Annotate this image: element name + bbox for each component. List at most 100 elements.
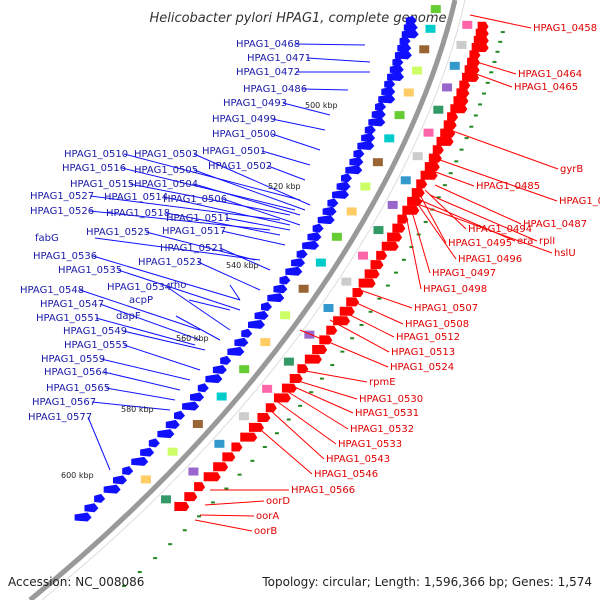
leader-line-plus	[409, 204, 431, 274]
minus-strand-features	[74, 15, 419, 522]
minus-gene-arrow	[241, 328, 253, 338]
minus-gene-arrow	[279, 275, 291, 285]
gene-label-minus: HPAG1_0499	[212, 114, 276, 125]
minus-gene-arrow	[234, 337, 249, 347]
leader-line-minus	[163, 196, 291, 226]
gc-dot	[401, 258, 406, 261]
leader-line-minus	[197, 261, 261, 291]
gene-label-plus: HPAG1_0533	[338, 439, 402, 450]
plus-gene-arrow	[174, 502, 190, 512]
gc-dot	[423, 220, 428, 223]
gene-label-minus: HPAG1_0565	[46, 383, 110, 394]
gene-label-minus: HPAG1_0514	[104, 192, 168, 203]
minus-gene-arrow	[361, 133, 376, 143]
minus-gene-arrow	[364, 125, 376, 135]
plus-strand-features	[174, 21, 489, 512]
gene-label-plus: HPAG1_0546	[314, 469, 378, 480]
leader-line-minus	[219, 247, 271, 271]
leader-line-minus	[222, 198, 301, 226]
minus-gene-arrow	[368, 117, 386, 127]
leader-line-minus	[94, 237, 261, 261]
leader-line-minus	[87, 416, 111, 471]
gene-label-plus: HPAG1_0530	[359, 394, 423, 405]
gene-label-plus: hslU	[554, 248, 576, 259]
leader-line-plus	[404, 209, 422, 290]
gc-dot	[121, 584, 126, 587]
leader-line-plus	[204, 500, 265, 506]
plus-gene-arrow	[440, 128, 456, 138]
map-title: Helicobacter pylori HPAG1, complete geno…	[149, 11, 446, 26]
plus-gene-arrow	[203, 472, 221, 482]
tick-label: 540 kbp	[226, 261, 259, 270]
cog-block	[262, 384, 273, 393]
gc-dot	[153, 557, 158, 560]
gene-label-minus: HPAG1_0526	[30, 206, 94, 217]
minus-gene-arrow	[307, 232, 322, 242]
plus-gene-arrow	[397, 214, 409, 224]
leader-line-plus	[274, 399, 337, 445]
gc-dot	[182, 529, 187, 532]
leader-line-plus	[284, 389, 349, 430]
gene-label-plus: HPAG1_0485	[476, 181, 540, 192]
leader-line-plus	[429, 194, 538, 242]
plus-gene-arrow	[194, 482, 206, 492]
minus-gene-arrow	[332, 189, 350, 199]
plus-gene-arrow	[184, 492, 198, 502]
gene-label-minus: HPAG1_0527	[30, 191, 94, 202]
leader-line-plus	[469, 59, 517, 75]
gene-label-plus: gyrB	[560, 164, 583, 175]
plus-gene-arrow	[304, 354, 322, 364]
gene-label-plus: HPAG1_0524	[390, 362, 454, 373]
leader-line-plus	[294, 379, 358, 400]
leader-line-plus	[449, 129, 559, 170]
leader-line-minus	[165, 212, 281, 236]
minus-gene-arrow	[273, 284, 288, 294]
cog-block	[384, 134, 395, 143]
gene-label-minus: HPAG1_0555	[64, 340, 128, 351]
tick-label: 560 kbp	[176, 334, 209, 343]
leader-line-minus	[103, 371, 181, 391]
leader-line-minus	[129, 183, 291, 216]
gene-label-minus: HPAG1_0551	[36, 313, 100, 324]
gene-label-plus: HPAG1_0496	[458, 254, 522, 265]
leader-line-minus	[99, 303, 201, 341]
gc-content-dots	[121, 31, 505, 587]
plus-gene-arrow	[273, 393, 291, 403]
leader-line-minus	[95, 317, 196, 346]
leader-line-plus	[439, 159, 558, 202]
gene-label-plus: HPAG1_0483	[559, 196, 600, 207]
leader-line-minus	[302, 88, 349, 91]
plus-gene-arrow	[475, 28, 489, 38]
gc-dot	[385, 284, 390, 287]
gc-dot	[350, 337, 355, 340]
plus-gene-arrow	[473, 35, 489, 45]
leader-line-minus	[221, 230, 286, 246]
leader-line-plus	[194, 519, 253, 532]
minus-gene-arrow	[94, 493, 106, 503]
gene-label-minus: HPAG1_0506	[163, 194, 227, 205]
gc-dot	[224, 487, 229, 490]
minus-gene-arrow	[122, 466, 134, 476]
minus-gene-arrow	[381, 86, 396, 96]
plus-gene-arrow	[469, 50, 481, 60]
minus-gene-arrow	[405, 15, 417, 25]
gene-label-minus: HPAG1_0534	[107, 282, 171, 293]
gene-label-minus: HPAG1_0536	[33, 251, 97, 262]
leader-line-minus	[122, 330, 206, 351]
gc-dot	[286, 418, 291, 421]
gene-label-plus: HPAG1_0487	[523, 219, 587, 230]
minus-gene-arrow	[247, 319, 265, 329]
leader-line-minus	[295, 43, 366, 46]
plus-gene-arrow	[456, 88, 470, 98]
gene-label-minus: fabG	[35, 233, 59, 244]
gene-label-minus: HPAG1_0510	[64, 149, 128, 160]
cog-block	[239, 365, 250, 374]
gene-label-plus: oorD	[266, 496, 290, 507]
leader-line-plus	[289, 384, 354, 414]
gene-label-minus: HPAG1_0515	[70, 179, 134, 190]
gene-label-plus: HPAG1_0566	[291, 485, 355, 496]
plus-gene-arrow	[265, 403, 277, 413]
leader-line-minus	[79, 289, 201, 331]
cog-block	[341, 277, 352, 286]
cog-block	[373, 226, 384, 235]
